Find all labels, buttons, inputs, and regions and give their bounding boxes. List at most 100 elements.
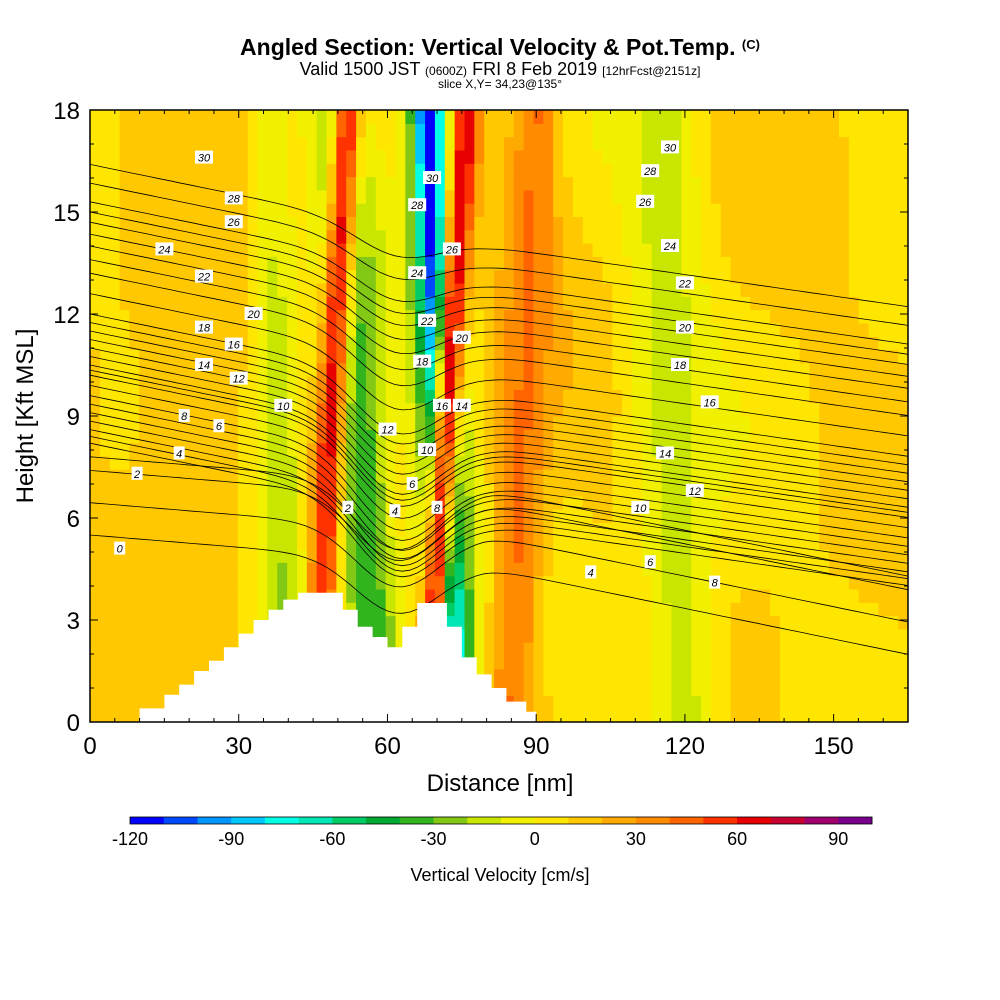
- vv-cell: [720, 269, 732, 284]
- vv-cell: [336, 495, 347, 510]
- vv-cell: [572, 322, 584, 337]
- vv-cell: [90, 376, 101, 390]
- vv-cell: [740, 376, 751, 390]
- vv-cell: [484, 389, 495, 404]
- vv-cell: [839, 575, 850, 590]
- vv-cell: [582, 123, 594, 138]
- vv-cell: [178, 628, 190, 643]
- vv-cell: [346, 416, 357, 430]
- vv-cell: [691, 282, 702, 297]
- vv-cell: [701, 482, 712, 497]
- vv-cell: [592, 522, 604, 537]
- vv-cell: [139, 455, 150, 470]
- vv-cell: [868, 362, 880, 377]
- vv-cell: [218, 588, 229, 603]
- vv-cell: [90, 442, 101, 457]
- vv-cell: [257, 562, 268, 577]
- vv-cell: [218, 256, 229, 271]
- vv-cell: [701, 203, 712, 218]
- vv-cell: [267, 163, 278, 178]
- theta-label: 6: [216, 421, 223, 433]
- vv-cell: [425, 389, 436, 404]
- vv-cell: [839, 336, 850, 351]
- vv-cell: [198, 549, 209, 563]
- vv-cell: [336, 203, 347, 218]
- vv-cell: [109, 189, 121, 204]
- vv-cell: [405, 322, 416, 337]
- vv-cell: [346, 216, 357, 231]
- vv-cell: [405, 349, 416, 364]
- colorbar-tick-label: 30: [626, 829, 646, 849]
- vv-cell: [99, 509, 111, 524]
- vv-cell: [503, 455, 515, 470]
- vv-cell: [563, 416, 574, 430]
- vv-cell: [898, 602, 908, 617]
- vv-cell: [218, 628, 229, 643]
- vv-cell: [740, 588, 751, 603]
- vv-cell: [858, 549, 870, 563]
- vv-cell: [582, 243, 594, 257]
- vv-cell: [513, 602, 525, 617]
- vv-cell: [385, 362, 397, 377]
- vv-cell: [356, 123, 367, 138]
- vv-cell: [208, 402, 219, 417]
- vv-cell: [336, 216, 347, 231]
- vv-cell: [888, 256, 899, 271]
- vv-cell: [237, 229, 249, 244]
- vv-cell: [671, 110, 682, 124]
- theta-label: 24: [410, 268, 423, 280]
- vv-cell: [503, 615, 515, 630]
- vv-cell: [385, 402, 397, 417]
- vv-cell: [277, 163, 288, 178]
- vv-cell: [434, 376, 446, 390]
- vv-cell: [237, 189, 249, 204]
- theta-contour: [90, 403, 908, 547]
- vv-cell: [799, 376, 811, 390]
- vv-cell: [799, 509, 811, 524]
- vv-cell: [336, 123, 347, 138]
- vv-cell: [740, 349, 751, 364]
- vv-cell: [474, 402, 485, 417]
- vv-cell: [405, 110, 416, 124]
- vv-cell: [425, 110, 436, 124]
- vv-cell: [829, 482, 840, 497]
- vv-cell: [543, 588, 554, 603]
- vv-cell: [533, 509, 544, 524]
- vv-cell: [868, 482, 880, 497]
- vv-cell: [316, 136, 328, 151]
- vv-cell: [720, 296, 732, 311]
- vv-cell: [464, 163, 475, 178]
- vv-cell: [563, 309, 574, 324]
- vv-cell: [602, 282, 613, 297]
- vv-cell: [227, 628, 239, 643]
- vv-cell: [691, 389, 702, 404]
- vv-cell: [267, 336, 278, 351]
- vv-cell: [878, 482, 889, 497]
- vv-cell: [287, 482, 298, 497]
- vv-cell: [809, 642, 820, 657]
- vv-cell: [208, 216, 219, 231]
- vv-cell: [543, 229, 554, 244]
- vv-cell: [208, 176, 219, 191]
- vv-cell: [868, 535, 880, 550]
- vv-cell: [661, 229, 673, 244]
- vv-cell: [494, 149, 505, 164]
- vv-cell: [730, 549, 742, 563]
- vv-cell: [809, 296, 820, 311]
- vv-cell: [365, 110, 377, 124]
- vv-cell: [129, 655, 140, 670]
- vv-cell: [336, 110, 347, 124]
- vv-cell: [287, 376, 298, 390]
- vv-cell: [829, 256, 840, 271]
- vv-cell: [158, 376, 170, 390]
- vv-cell: [888, 575, 899, 590]
- vv-cell: [405, 309, 416, 324]
- vv-cell: [385, 163, 397, 178]
- vv-cell: [247, 575, 259, 590]
- vv-cell: [641, 588, 653, 603]
- vv-cell: [858, 615, 870, 630]
- vv-cell: [149, 655, 160, 670]
- vv-cell: [533, 163, 544, 178]
- vv-cell: [139, 243, 150, 257]
- vv-cell: [306, 429, 318, 444]
